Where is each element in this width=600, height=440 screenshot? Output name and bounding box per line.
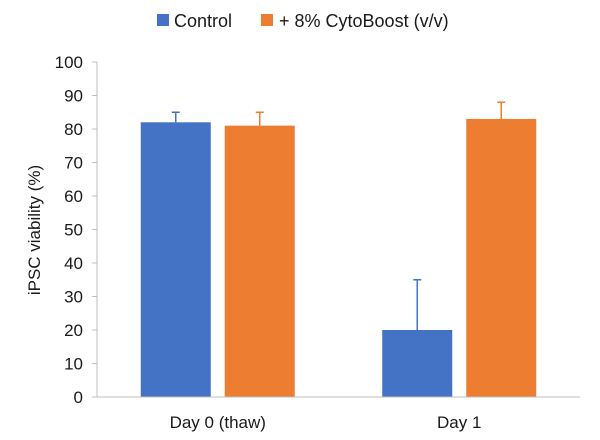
y-tick-label: 90 [64,87,83,106]
y-tick-label: 100 [55,53,83,72]
bar-control-1 [382,330,453,397]
legend-swatch [157,14,169,26]
y-tick-label: 50 [64,221,83,240]
legend: Control + 8% CytoBoost (v/v) [157,11,449,31]
bar-control-0 [140,122,211,398]
legend-label: + 8% CytoBoost (v/v) [279,11,449,31]
y-tick-label: 20 [64,321,83,340]
y-tick-label: 70 [64,154,83,173]
y-tick-label: 0 [74,388,83,407]
y-tick-label: 10 [64,355,83,374]
y-axis: 0 10 20 30 40 50 60 70 80 90 100 [55,53,98,407]
error-bars [171,101,506,330]
x-category-label: Day 1 [437,413,481,432]
x-category-label: Day 0 (thaw) [170,413,266,432]
x-axis: Day 0 (thaw) Day 1 [170,413,482,432]
legend-swatch [261,14,273,26]
legend-label: Control [174,11,232,31]
y-tick-label: 30 [64,288,83,307]
y-axis-title: iPSC viability (%) [25,165,44,295]
y-tick-label: 60 [64,187,83,206]
bar-8-cytoboost-v-v-1 [466,118,537,397]
y-tick-label: 40 [64,254,83,273]
bars [140,118,537,398]
y-tick-label: 80 [64,120,83,139]
bar-8-cytoboost-v-v-0 [224,125,295,398]
